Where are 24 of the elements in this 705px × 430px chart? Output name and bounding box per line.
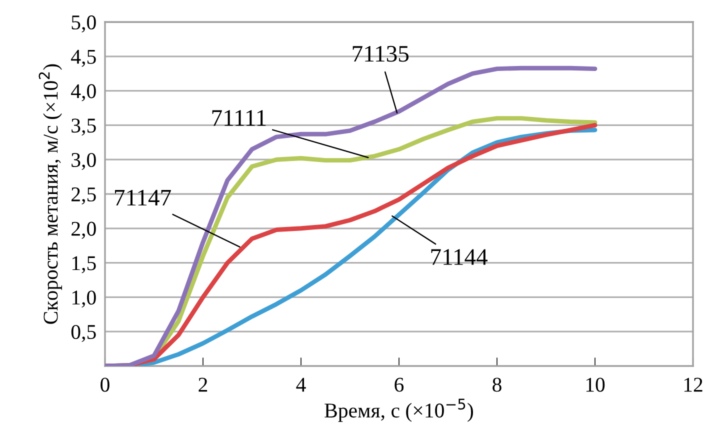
x-tick-label: 12 xyxy=(684,378,702,392)
y-tick-label: 3,5 xyxy=(72,118,96,136)
y-tick-label: 2,0 xyxy=(72,222,96,239)
y-tick-label: 2,5 xyxy=(72,187,96,204)
x-axis-title: Время, с (×10$^{−5}$) xyxy=(324,398,474,422)
x-tick-label: 8 xyxy=(492,378,502,392)
x-tick-label: 4 xyxy=(296,378,306,392)
annotation: 71135 xyxy=(352,46,409,62)
x-tick-label: 2 xyxy=(198,378,208,392)
annotation: 71111 xyxy=(212,110,266,126)
annotation: 71147 xyxy=(115,190,171,206)
x-tick-label: 10 xyxy=(586,378,605,392)
y-tick-label: 4,0 xyxy=(71,84,96,102)
y-axis-title: Скорость метания, м/с (×10$^{2}$) xyxy=(38,64,62,324)
y-tick-label: 3,0 xyxy=(72,152,96,170)
y-tick-label: 1,0 xyxy=(72,290,96,308)
x-tick-label: 6 xyxy=(394,378,404,392)
line-series xyxy=(105,66,598,366)
y-tick-label: 4,5 xyxy=(71,50,96,67)
y-tick-label: 1,5 xyxy=(72,256,96,274)
y-tick-label: 0,5 xyxy=(71,324,96,342)
y-tick-label: 5,0 xyxy=(72,15,96,32)
annotation: 71144 xyxy=(431,249,488,265)
x-tick-label: 0 xyxy=(100,378,110,392)
